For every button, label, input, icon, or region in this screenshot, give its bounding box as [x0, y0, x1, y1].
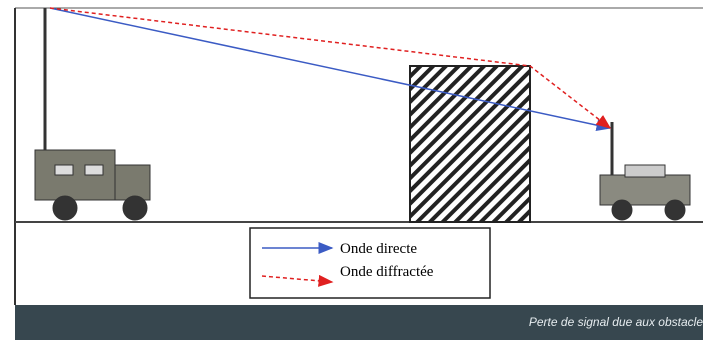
legend-label: Onde diffractée — [340, 264, 434, 280]
legend: Onde directe Onde diffractée — [250, 228, 490, 298]
caption: Perte de signal due aux obstacle — [529, 315, 703, 329]
diagram: Onde directe Onde diffractée Perte de si… — [0, 0, 703, 340]
legend-label: Onde directe — [340, 241, 417, 257]
left-truck — [35, 8, 150, 220]
right-truck — [600, 122, 690, 220]
page: Onde directe Onde diffractée Perte de si… — [0, 0, 703, 340]
